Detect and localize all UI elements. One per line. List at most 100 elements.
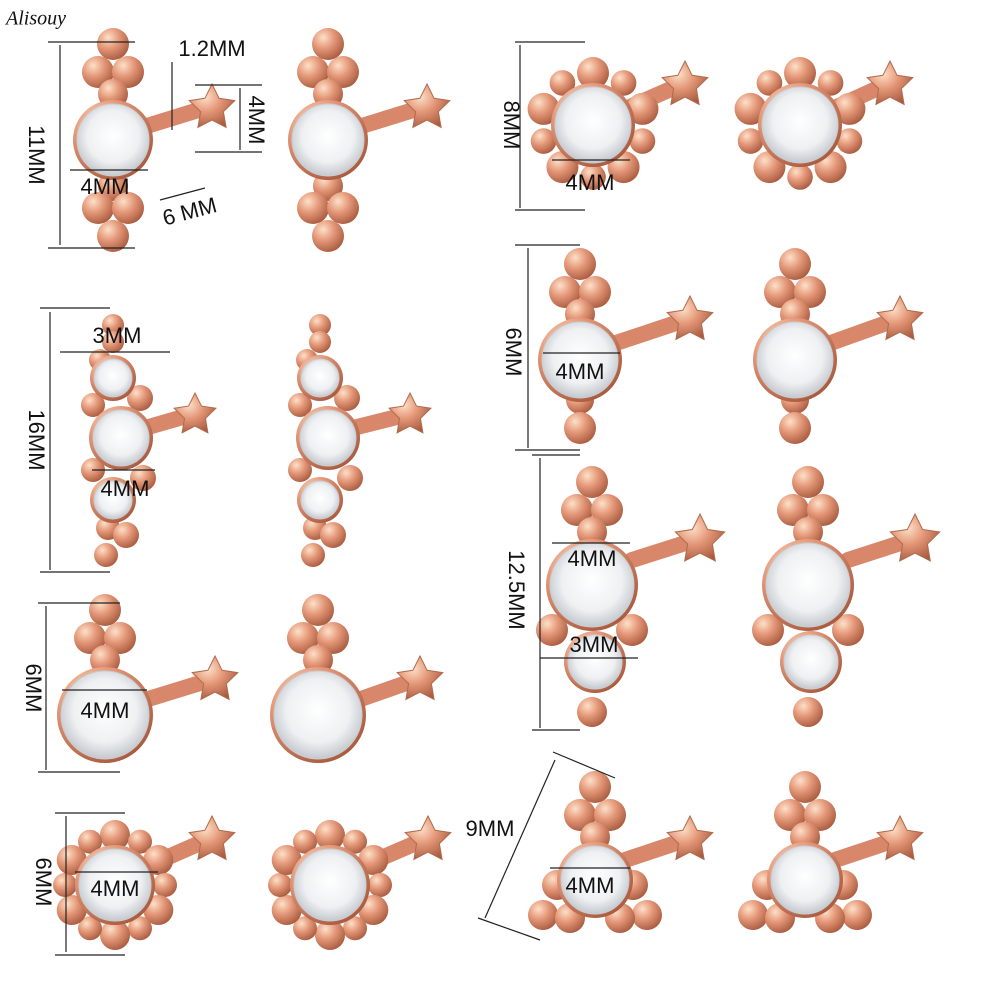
post (602, 312, 693, 353)
bead (112, 56, 144, 88)
bead (738, 900, 768, 930)
bead (804, 799, 836, 831)
star-end (876, 814, 924, 861)
bead (368, 873, 392, 897)
bead (734, 92, 767, 125)
bead (82, 56, 114, 88)
bead (293, 829, 317, 854)
bead (297, 56, 329, 88)
bead (78, 829, 102, 854)
bead (807, 494, 839, 526)
bead (127, 385, 153, 411)
bead (777, 494, 809, 526)
bead (817, 70, 844, 96)
star-end (188, 814, 236, 861)
bead (793, 517, 823, 547)
gem (299, 409, 357, 467)
gem (300, 358, 340, 398)
bead (577, 697, 607, 727)
dimension-label: 4MM (81, 698, 130, 723)
star-end (191, 654, 239, 701)
bead (130, 465, 156, 491)
bead (536, 614, 568, 646)
gem (756, 321, 834, 399)
bead (549, 70, 576, 96)
gem (92, 409, 150, 467)
dimension-label: 8MM (499, 101, 524, 150)
bead (832, 614, 864, 646)
star-end (388, 391, 432, 434)
bead (112, 192, 144, 224)
bead (836, 128, 863, 154)
bead (629, 128, 656, 154)
bead (774, 799, 806, 831)
bead (833, 92, 866, 125)
bead (794, 276, 826, 308)
dimension-label: 3MM (93, 323, 142, 348)
bead (288, 393, 312, 417)
bead (97, 220, 129, 252)
dimension-label: 4MM (568, 546, 617, 571)
bead (53, 873, 77, 897)
post (142, 100, 213, 133)
earrings (53, 28, 941, 950)
bead (528, 900, 558, 930)
dimension-label: 11MM (24, 125, 49, 185)
dimension-label: 6MM (21, 664, 46, 713)
gem (567, 634, 623, 690)
gem (770, 845, 840, 915)
dimension-lines (38, 41, 638, 956)
bead (309, 314, 331, 336)
dimension-label: 4MM (244, 96, 269, 145)
bead (153, 873, 177, 897)
bead (779, 248, 811, 280)
dimension-label: 6MM (31, 858, 56, 907)
bead (128, 829, 152, 854)
bead (594, 799, 626, 831)
bead (530, 128, 557, 154)
bead (591, 494, 623, 526)
gem (761, 86, 839, 164)
star-end (866, 59, 914, 106)
dimension-label: 3MM (570, 632, 619, 657)
bead (549, 276, 581, 308)
bead (561, 494, 593, 526)
bead (576, 466, 608, 498)
dimension-label: 4MM (556, 359, 605, 384)
bead (320, 522, 346, 548)
star-end (396, 654, 444, 701)
bead (100, 820, 130, 850)
dimension-label: 4MM (566, 170, 615, 195)
bead (564, 248, 596, 280)
bead (317, 622, 349, 654)
post (137, 672, 218, 708)
star-end (661, 59, 709, 106)
bead (302, 594, 334, 626)
dimension-label: 12.5MM (504, 550, 529, 629)
star-end (674, 512, 726, 562)
star-end (173, 391, 217, 434)
gem (541, 321, 619, 399)
bead (89, 594, 121, 626)
bead (327, 192, 359, 224)
bead (293, 916, 317, 941)
post (624, 532, 703, 568)
post (827, 832, 903, 868)
star-end (404, 814, 452, 861)
gem (765, 542, 851, 628)
bead (287, 622, 319, 654)
bead (78, 916, 102, 941)
watermark: Alisouy (4, 8, 66, 30)
bead (97, 28, 129, 60)
post (350, 672, 423, 708)
bead (343, 916, 367, 941)
gem (560, 845, 630, 915)
bead (102, 314, 124, 336)
gem (93, 358, 133, 398)
bead (104, 622, 136, 654)
dimension-label: 6MM (501, 328, 526, 377)
bead (337, 465, 363, 491)
post (357, 100, 428, 133)
bead (303, 645, 333, 675)
